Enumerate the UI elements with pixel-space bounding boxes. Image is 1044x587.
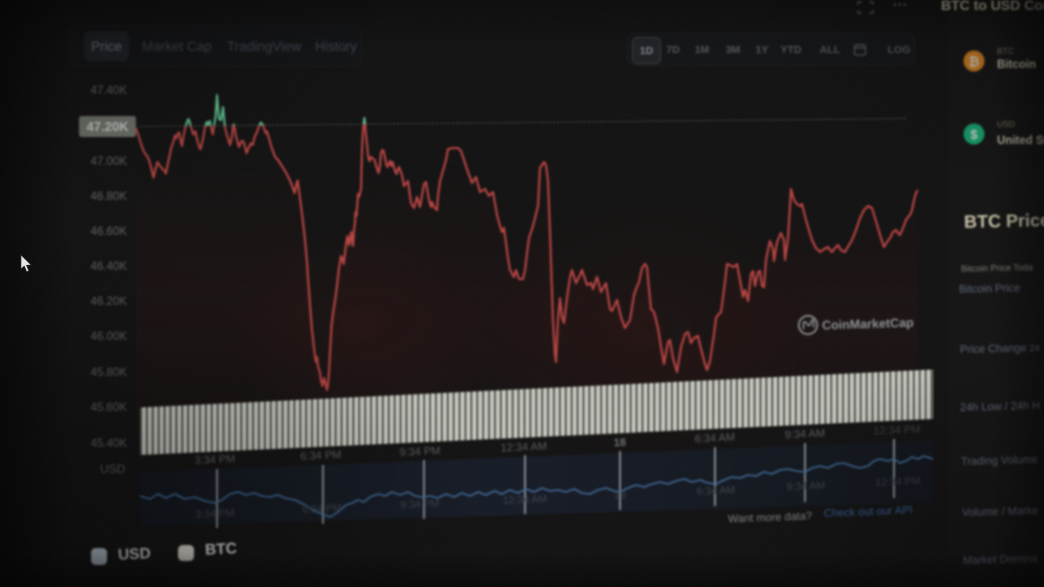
svg-text:12:34 PM: 12:34 PM [873, 424, 921, 438]
svg-text:CoinMarketCap: CoinMarketCap [822, 316, 914, 333]
svg-text:18: 18 [614, 437, 627, 450]
svg-text:12:34 AM: 12:34 AM [500, 441, 547, 455]
svg-text:9:34 AM: 9:34 AM [784, 428, 825, 442]
svg-text:12:34 AM: 12:34 AM [502, 493, 547, 507]
svg-text:18: 18 [614, 489, 626, 501]
svg-text:6:34 PM: 6:34 PM [302, 502, 342, 516]
svg-text:$: $ [970, 127, 978, 142]
svg-text:9:34 PM: 9:34 PM [400, 498, 440, 512]
svg-text:₿: ₿ [969, 54, 980, 69]
svg-text:6:34 PM: 6:34 PM [300, 449, 341, 463]
svg-text:3:34 PM: 3:34 PM [194, 453, 235, 467]
svg-text:12:34 PM: 12:34 PM [875, 475, 920, 489]
svg-text:Want more data?: Want more data? [728, 510, 812, 525]
svg-text:9:34 AM: 9:34 AM [786, 480, 825, 494]
svg-text:9:34 PM: 9:34 PM [399, 445, 440, 459]
svg-text:Check out our API: Check out our API [824, 504, 913, 519]
svg-text:6:34 AM: 6:34 AM [696, 484, 735, 498]
svg-text:3:34 PM: 3:34 PM [195, 507, 235, 521]
svg-text:6:34 AM: 6:34 AM [694, 432, 735, 446]
